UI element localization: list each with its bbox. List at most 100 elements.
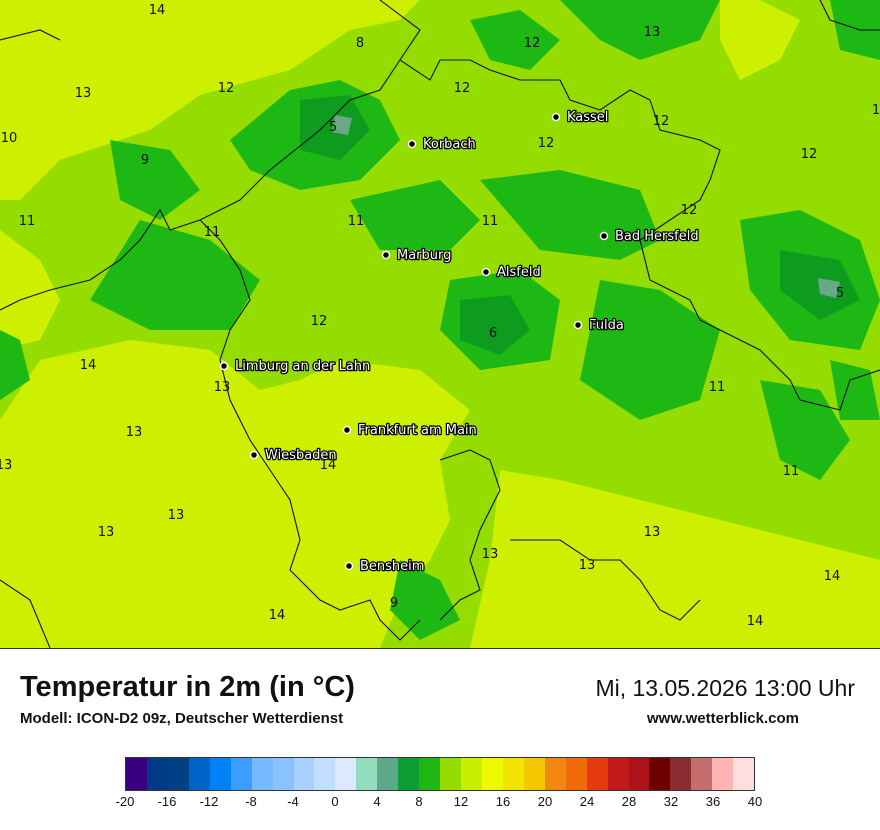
legend-swatch — [167, 758, 189, 790]
city-dot — [481, 267, 491, 277]
temperature-label: 11 — [19, 214, 36, 229]
city-dot — [407, 139, 417, 149]
legend-tick: 0 — [331, 794, 339, 809]
temperature-label: 14 — [747, 614, 764, 629]
temperature-label: 13 — [75, 86, 92, 101]
city-label: Fulda — [589, 318, 624, 333]
temperature-map: Kassel Korbach Bad Hersfeld Marburg Alsfeld F… — [0, 0, 880, 649]
temperature-label: 12 — [538, 136, 555, 151]
temperature-label: 6 — [489, 326, 497, 341]
map-canvas: Kassel Korbach Bad Hersfeld Marburg Alsfeld F… — [0, 0, 880, 648]
temperature-label: 10 — [1, 131, 18, 146]
city-label: Kassel — [567, 110, 608, 125]
legend-swatch — [523, 758, 545, 790]
legend-tick: -12 — [199, 794, 219, 809]
legend-tick: 40 — [747, 794, 763, 809]
legend-swatch — [440, 758, 461, 790]
temperature-label: 13 — [214, 380, 231, 395]
legend-swatch — [502, 758, 524, 790]
zone-warm — [0, 0, 880, 648]
color-legend — [125, 757, 755, 791]
legend-swatch — [188, 758, 210, 790]
legend-tick: -8 — [245, 794, 257, 809]
legend-swatch — [565, 758, 587, 790]
city-dot — [599, 231, 609, 241]
temperature-label: 11 — [204, 225, 221, 240]
temperature-label: 5 — [329, 120, 337, 135]
legend-tick: 12 — [453, 794, 469, 809]
city-label: Marburg — [397, 248, 451, 263]
legend-ticks: -20 -16 -12 -8 -4 0 4 8 12 16 20 24 28 32 36 40 — [116, 794, 763, 814]
temperature-label: 9 — [390, 596, 398, 611]
zone-mild — [0, 0, 880, 640]
legend-swatch — [126, 758, 147, 790]
legend-swatch — [481, 758, 503, 790]
legend-swatch — [461, 758, 482, 790]
legend-swatch — [293, 758, 315, 790]
legend-tick: 24 — [579, 794, 595, 809]
legend-tick: 32 — [663, 794, 679, 809]
legend-swatch — [251, 758, 273, 790]
legend-swatch — [670, 758, 692, 790]
legend-tick: 20 — [537, 794, 553, 809]
temperature-label: 11 — [482, 214, 499, 229]
legend-swatch — [272, 758, 294, 790]
legend-tick: 36 — [705, 794, 721, 809]
city-dot — [551, 112, 561, 122]
legend-swatch — [356, 758, 378, 790]
temperature-label: 13 — [0, 458, 12, 473]
legend-tick: 16 — [495, 794, 511, 809]
legend-tick: -20 — [115, 794, 135, 809]
temperature-label: 11 — [348, 214, 365, 229]
legend-swatch — [146, 758, 168, 790]
temperature-label: 13 — [126, 425, 143, 440]
temperature-label: 14 — [824, 569, 841, 584]
temperature-label: 13 — [644, 525, 661, 540]
temperature-label: 12 — [218, 81, 235, 96]
legend-swatch — [544, 758, 566, 790]
legend-swatch — [733, 758, 755, 790]
legend-swatch — [712, 758, 734, 790]
temperature-label: 13 — [98, 525, 115, 540]
legend-swatch — [314, 758, 336, 790]
legend-tick: 8 — [415, 794, 423, 809]
legend-swatch — [230, 758, 252, 790]
city-dot — [381, 250, 391, 260]
legend-swatch — [398, 758, 420, 790]
legend-tick: -4 — [287, 794, 299, 809]
city-markers: Kassel Korbach Bad Hersfeld Marburg Alsfeld F… — [219, 109, 700, 575]
website-link[interactable]: www.wetterblick.com — [647, 710, 799, 727]
city-dot — [573, 320, 583, 330]
state-borders — [0, 0, 880, 648]
temperature-label: 13 — [644, 25, 661, 40]
temperature-label: 14 — [80, 358, 97, 373]
city-label: Limburg an der Lahn — [235, 359, 370, 374]
legend-swatch — [628, 758, 650, 790]
temperature-label: 9 — [141, 153, 149, 168]
city-label: Alsfeld — [497, 265, 541, 280]
temperature-label: 12 — [311, 314, 328, 329]
temperature-label: 8 — [356, 36, 364, 51]
temperature-label: 12 — [454, 81, 471, 96]
temperature-label: 12 — [653, 114, 670, 129]
city-label: Frankfurt am Main — [358, 423, 477, 438]
legend-tick: 28 — [621, 794, 637, 809]
temperature-label: 5 — [836, 286, 844, 301]
temperature-label: 12 — [524, 36, 541, 51]
legend-swatch — [209, 758, 231, 790]
city-label: Bensheim — [360, 559, 424, 574]
legend-swatch — [691, 758, 713, 790]
city-label: Bad Hersfeld — [615, 229, 699, 244]
city-dot — [342, 425, 352, 435]
footer: Temperatur in 2m (in °C) Modell: ICON-D2… — [0, 649, 880, 830]
legend-swatch — [377, 758, 399, 790]
city-dot — [219, 361, 229, 371]
city-dot — [249, 450, 259, 460]
zone-cold — [332, 115, 840, 298]
temperature-label: 14 — [269, 608, 286, 623]
legend-swatch — [335, 758, 357, 790]
city-label: Wiesbaden — [265, 448, 337, 463]
city-dot — [344, 561, 354, 571]
temperature-label: 11 — [709, 380, 726, 395]
